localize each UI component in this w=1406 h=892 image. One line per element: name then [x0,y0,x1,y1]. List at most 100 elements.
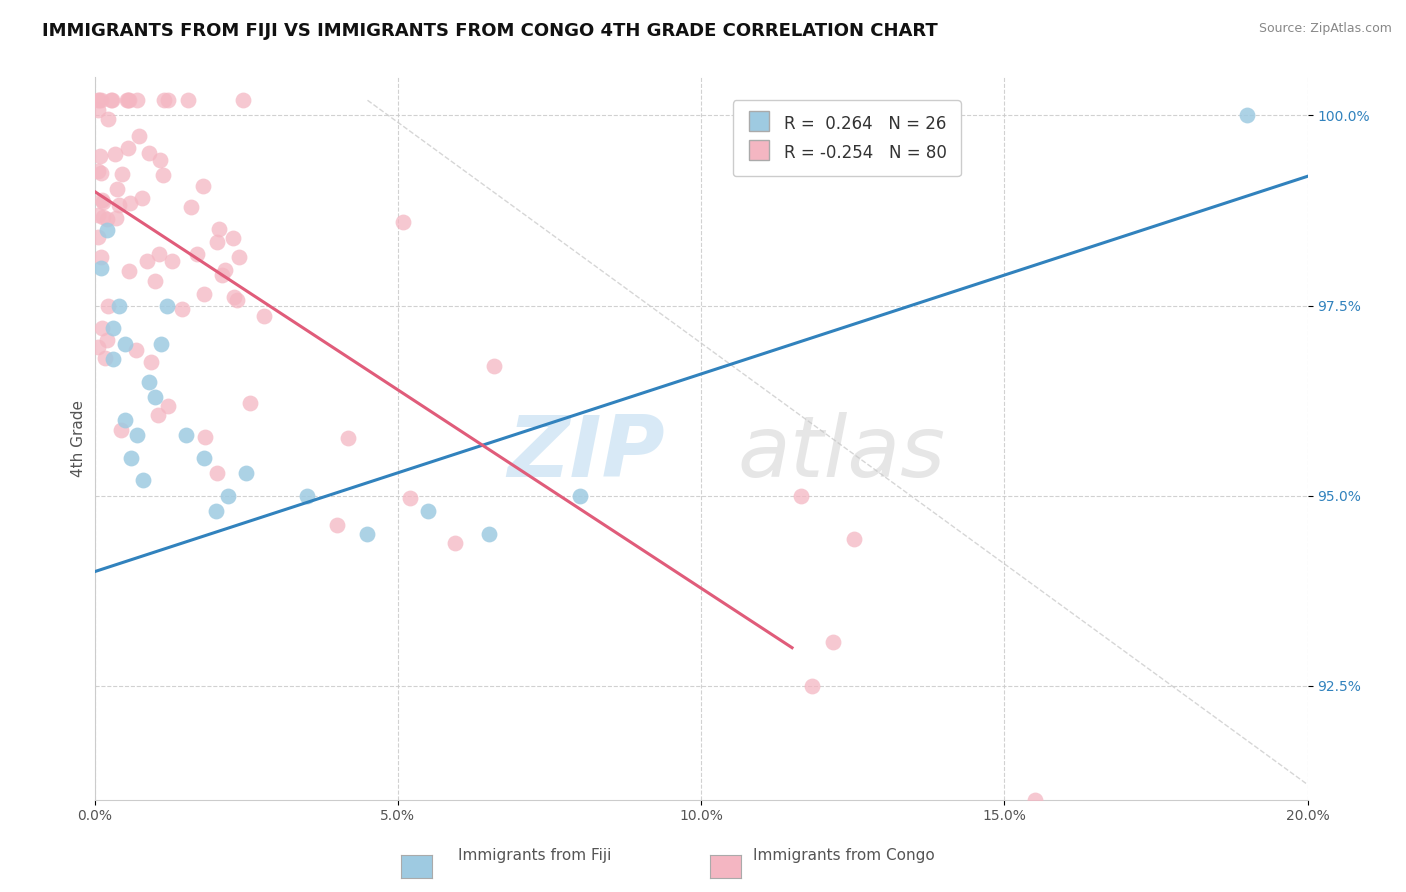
Point [143,274,166,288]
Text: Immigrants from Congo: Immigrants from Congo [752,847,935,863]
Point [211,268,233,282]
Point [97,112,120,126]
Point [111,167,134,181]
Point [214,262,236,277]
Point [194,430,217,444]
Point [821,635,844,649]
Point [484,359,506,373]
Point [105,182,128,196]
Point [124,343,146,357]
Point [86,230,108,244]
Point [86,208,108,222]
Point [91,195,114,210]
Point [217,489,239,503]
Point [177,93,200,107]
Point [128,128,150,143]
Point [118,93,141,107]
Point [205,235,228,249]
Point [132,474,155,488]
Point [148,153,170,167]
Point [89,93,111,107]
Point [392,215,415,229]
Point [100,93,122,107]
Point [138,375,160,389]
Point [90,193,112,207]
Point [96,333,118,347]
Point [239,396,262,410]
Point [790,489,813,503]
Point [131,191,153,205]
Text: IMMIGRANTS FROM FIJI VS IMMIGRANTS FROM CONGO 4TH GRADE CORRELATION CHART: IMMIGRANTS FROM FIJI VS IMMIGRANTS FROM … [42,22,938,40]
Point [120,450,142,465]
Point [96,222,118,236]
Point [94,351,117,365]
Point [160,254,183,268]
Point [1024,793,1046,807]
Point [150,336,173,351]
Y-axis label: 4th Grade: 4th Grade [72,401,86,477]
Point [114,336,136,351]
Point [186,246,208,260]
Point [114,412,136,426]
Point [91,211,114,225]
Point [86,103,108,118]
Point [110,423,132,437]
Point [205,504,228,518]
Point [97,299,120,313]
Point [231,93,253,107]
Point [90,260,112,275]
Point [117,93,139,107]
Point [120,196,142,211]
Point [253,309,276,323]
Point [193,450,215,465]
Text: Immigrants from Fiji: Immigrants from Fiji [457,847,612,863]
Point [108,198,131,212]
Point [87,93,110,107]
Text: ZIP: ZIP [508,411,665,494]
Point [90,250,112,264]
Point [174,427,197,442]
Point [153,93,176,107]
Point [801,679,824,693]
Point [222,230,245,244]
Point [100,93,122,107]
Point [146,408,169,422]
Point [101,351,124,366]
Point [152,168,174,182]
Point [89,149,111,163]
Point [90,93,112,107]
Point [156,399,179,413]
Point [96,211,118,226]
Point [101,321,124,335]
Point [208,222,231,236]
Point [108,299,131,313]
Point [295,489,318,503]
Point [228,251,250,265]
Point [115,93,138,107]
Point [91,321,114,335]
Point [568,489,591,503]
Point [125,93,148,107]
Point [157,93,180,107]
Point [180,200,202,214]
Point [336,431,359,445]
Point [842,533,865,547]
Point [86,339,108,353]
Point [125,427,148,442]
Point [418,504,440,518]
Point [478,526,501,541]
Point [148,247,170,261]
Point [90,166,112,180]
Point [191,179,214,194]
Point [170,301,193,316]
Point [193,286,215,301]
Point [117,264,139,278]
Point [104,146,127,161]
Point [156,299,179,313]
Text: atlas: atlas [738,411,945,494]
Text: Source: ZipAtlas.com: Source: ZipAtlas.com [1258,22,1392,36]
Point [207,466,229,480]
Point [143,390,166,404]
Point [222,290,245,304]
Legend: R =  0.264   N = 26, R = -0.254   N = 80: R = 0.264 N = 26, R = -0.254 N = 80 [733,100,960,176]
